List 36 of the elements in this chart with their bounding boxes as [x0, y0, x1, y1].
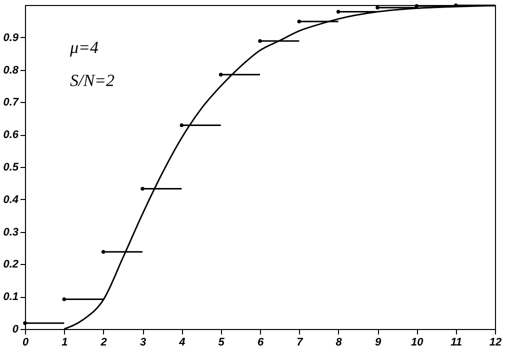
- point: [336, 10, 340, 14]
- point: [258, 39, 262, 43]
- x-tick-label: 7: [296, 336, 304, 348]
- point: [218, 72, 223, 77]
- point: [101, 250, 106, 254]
- y-tick-label: 0.4: [3, 194, 18, 206]
- x-tick-label: 11: [450, 336, 462, 348]
- y-tick-label: 0: [12, 324, 20, 336]
- point: [376, 6, 380, 10]
- x-tick-label: 1: [62, 336, 68, 348]
- x-tick-label: 4: [178, 336, 186, 348]
- annotation: μ=4: [69, 38, 100, 57]
- point: [23, 321, 27, 326]
- x-tick-label: 5: [218, 336, 226, 348]
- y-tick-label: 0.9: [3, 32, 20, 44]
- x-tick-label: 2: [100, 336, 107, 348]
- point: [297, 20, 302, 24]
- x-tick-label: 9: [374, 336, 382, 348]
- point: [414, 4, 419, 8]
- y-tick-label: 0.5: [3, 162, 20, 174]
- x-tick-label: 3: [140, 336, 146, 348]
- point: [62, 297, 66, 302]
- y-tick-label: 0.6: [3, 129, 20, 142]
- x-tick-label: 0: [22, 336, 30, 348]
- y-tick-label: 0.2: [3, 258, 18, 271]
- point: [180, 123, 184, 128]
- x-tick-label: 6: [257, 336, 264, 348]
- y-tick-label: 0.3: [3, 226, 18, 238]
- point: [140, 186, 144, 191]
- x-tick-label: 8: [336, 336, 343, 348]
- x-tick-label: 12: [489, 336, 502, 348]
- y-tick-label: 0.1: [3, 291, 18, 304]
- y-tick-label: 0.7: [3, 96, 20, 109]
- x-tick-label: 10: [411, 336, 424, 348]
- y-tick-label: 0.8: [3, 64, 20, 76]
- annotation: S/N=2: [70, 71, 116, 90]
